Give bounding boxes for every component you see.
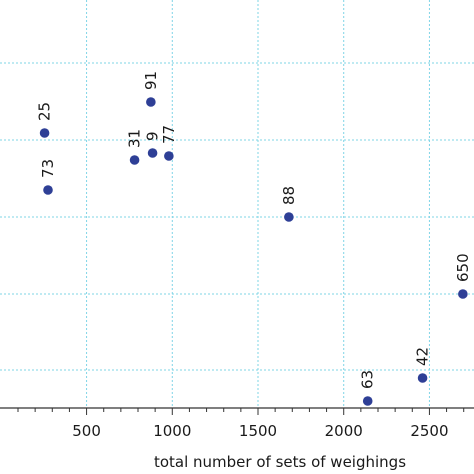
data-point <box>284 212 294 222</box>
x-tick-label: 500 <box>72 422 101 440</box>
x-axis: 500 1000 1500 2000 2500 <box>0 407 474 440</box>
point-label: 73 <box>39 159 57 178</box>
x-tick-label: 1000 <box>153 422 191 440</box>
data-point <box>362 396 373 406</box>
grid <box>0 0 474 408</box>
x-tick-label: 1500 <box>239 422 277 440</box>
data-point <box>146 97 156 107</box>
data-points <box>39 97 468 406</box>
point-label: 88 <box>280 186 298 205</box>
data-point <box>147 148 158 158</box>
data-point <box>417 373 428 383</box>
point-label: 77 <box>160 125 178 144</box>
point-label: 91 <box>142 71 160 90</box>
x-tick-label: 2000 <box>325 422 363 440</box>
x-tick-label: 2500 <box>410 422 448 440</box>
data-point <box>39 128 50 138</box>
data-point <box>458 289 468 299</box>
x-axis-title: total number of sets of weighings <box>154 453 406 471</box>
point-label: 25 <box>36 102 54 121</box>
point-label: 650 <box>454 253 472 282</box>
data-point <box>164 151 174 161</box>
point-labels: 25 73 31 91 977 88 63 42 650 <box>36 71 472 389</box>
point-label: 9 <box>144 131 162 141</box>
point-label: 31 <box>126 129 144 148</box>
data-point <box>43 185 53 195</box>
point-label: 42 <box>414 347 432 366</box>
data-point <box>129 155 140 165</box>
point-label: 63 <box>359 370 377 389</box>
